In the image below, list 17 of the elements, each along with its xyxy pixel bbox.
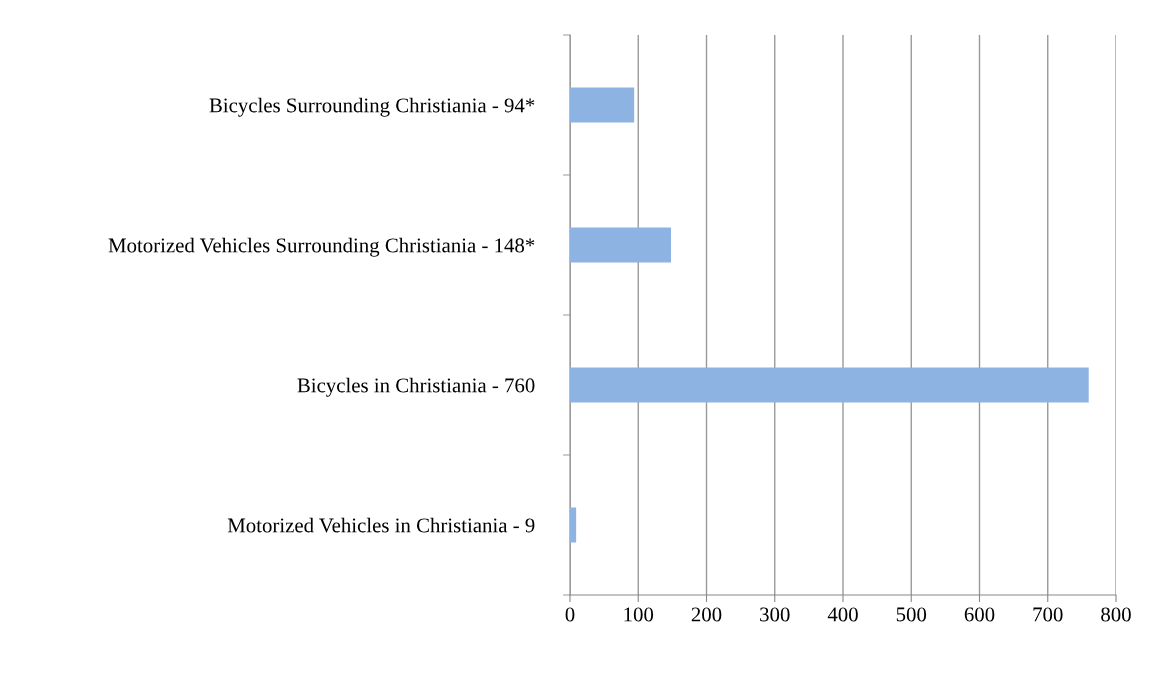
bar <box>570 367 1089 403</box>
x-tick-label: 0 <box>565 607 575 622</box>
x-tick-label: 100 <box>624 607 654 622</box>
bar <box>570 507 577 543</box>
y-tick-label: Bicycles Surrounding Christiania - 94* <box>209 97 535 117</box>
x-tick-label: 400 <box>827 607 858 622</box>
bar <box>570 87 635 123</box>
x-tick-label: 600 <box>964 607 995 622</box>
y-tick-label: Motorized Vehicles in Christiania - 9 <box>227 517 535 533</box>
y-tick-label: Bicycles in Christiania - 760 <box>297 377 535 397</box>
x-tick-label: 800 <box>1101 607 1131 622</box>
y-tick-label: Motorized Vehicles Surrounding Christiania - 148* <box>108 237 535 257</box>
x-tick-label: 200 <box>691 607 722 622</box>
x-tick-label: 700 <box>1033 607 1063 622</box>
x-tick-label: 500 <box>896 607 927 622</box>
bar <box>570 227 672 263</box>
x-tick-label: 300 <box>760 607 790 622</box>
